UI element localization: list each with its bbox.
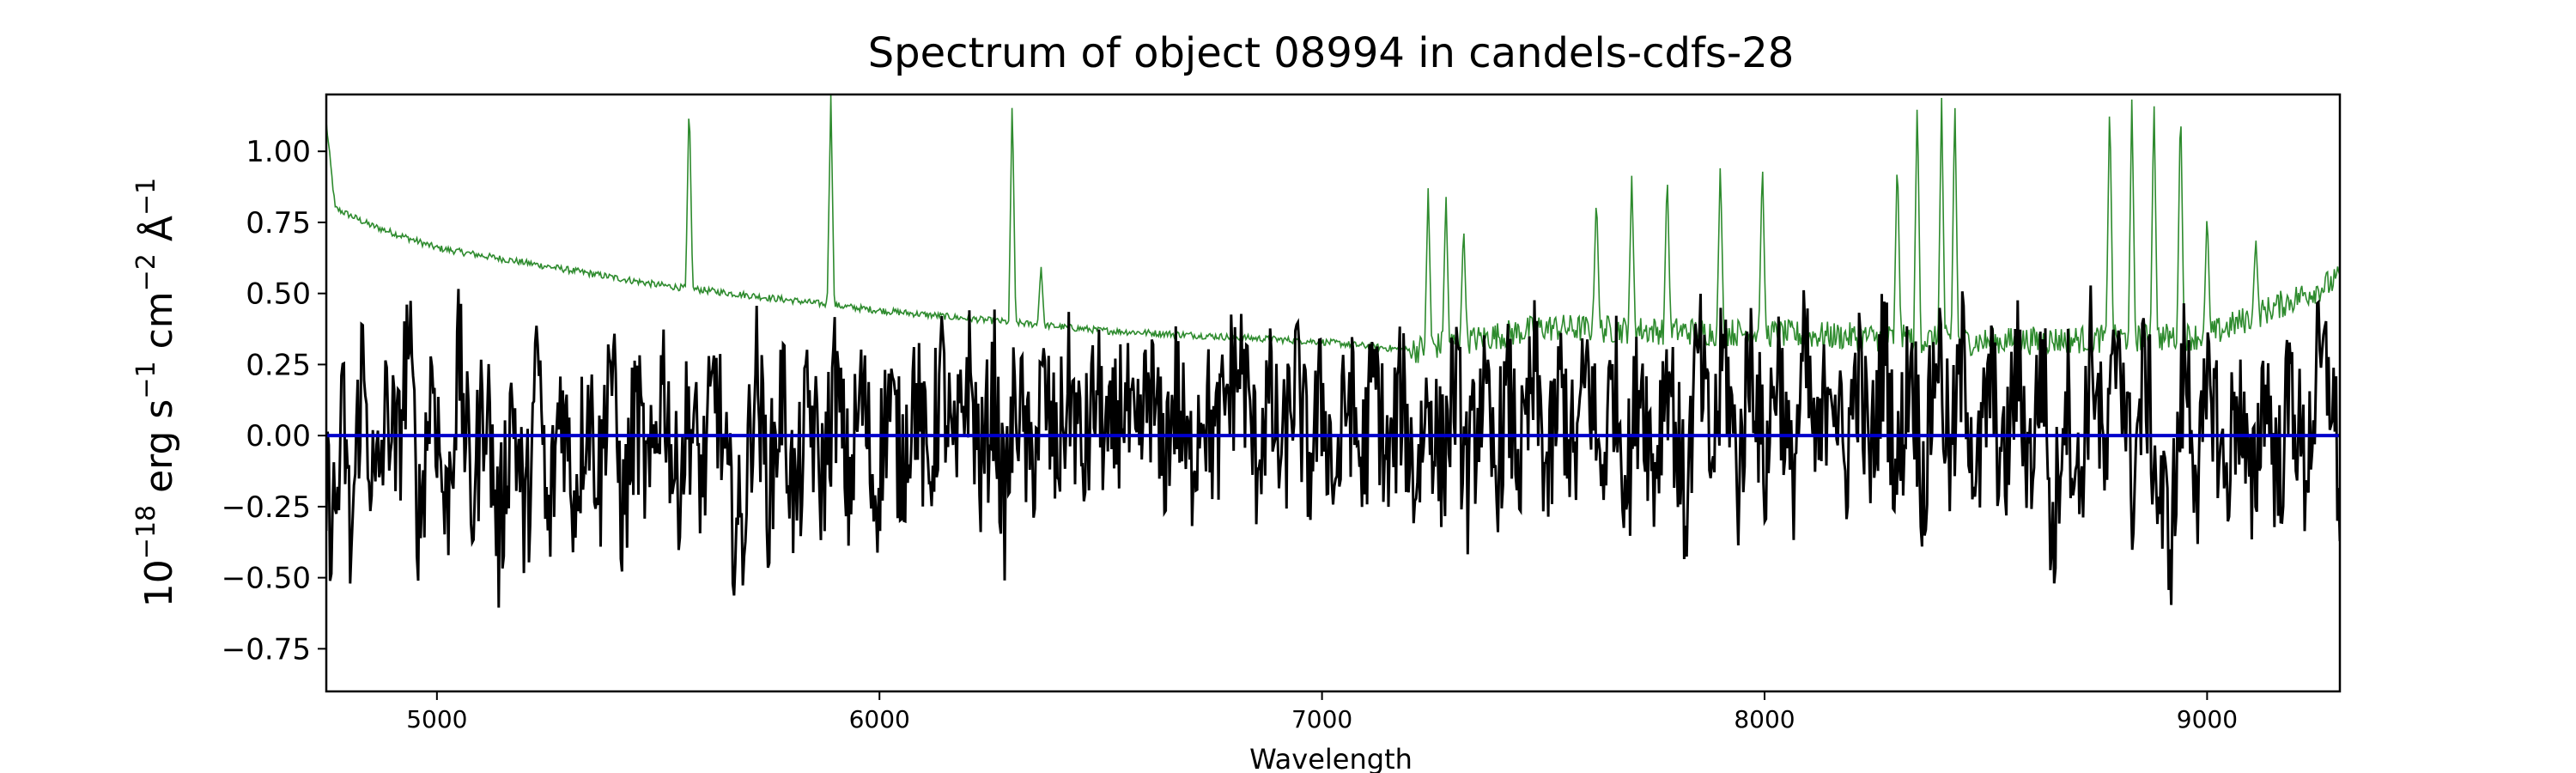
y-tick-label: 0.75 (246, 206, 311, 240)
x-tick-label: 5000 (406, 705, 467, 733)
x-tick-label: 8000 (1734, 705, 1795, 733)
y-tick-label: 0.25 (246, 348, 311, 382)
x-tick-label: 9000 (2177, 705, 2238, 733)
y-tick-label: 0.00 (246, 419, 311, 453)
noise-spectrum-line (326, 94, 2340, 363)
y-label-exp: −18 (131, 505, 161, 559)
y-tick-label: −0.25 (222, 490, 311, 525)
y-tick-label: −0.50 (222, 562, 311, 596)
y-label-unit1: erg s (137, 399, 181, 505)
chart-title: Spectrum of object 08994 in candels-cdfs… (868, 29, 1795, 77)
y-label-unit2: cm (137, 291, 181, 361)
y-label-base: 10 (137, 559, 181, 607)
y-label-exp3: −1 (131, 178, 161, 216)
y-label-exp1: −1 (131, 361, 161, 399)
x-tick-label: 7000 (1291, 705, 1352, 733)
y-tick-label: 0.50 (246, 277, 311, 312)
y-tick-label: −0.75 (222, 632, 311, 666)
y-tick-label: 1.00 (246, 135, 311, 169)
y-label-exp2: −2 (131, 253, 161, 291)
y-axis-label: 10−18 erg s−1 cm−2 Å−1 (131, 178, 181, 607)
x-axis-label: Wavelength (1249, 743, 1413, 773)
x-tick-label: 6000 (849, 705, 910, 733)
plot-frame (325, 93, 2342, 693)
y-label-unit3: Å (136, 216, 181, 253)
